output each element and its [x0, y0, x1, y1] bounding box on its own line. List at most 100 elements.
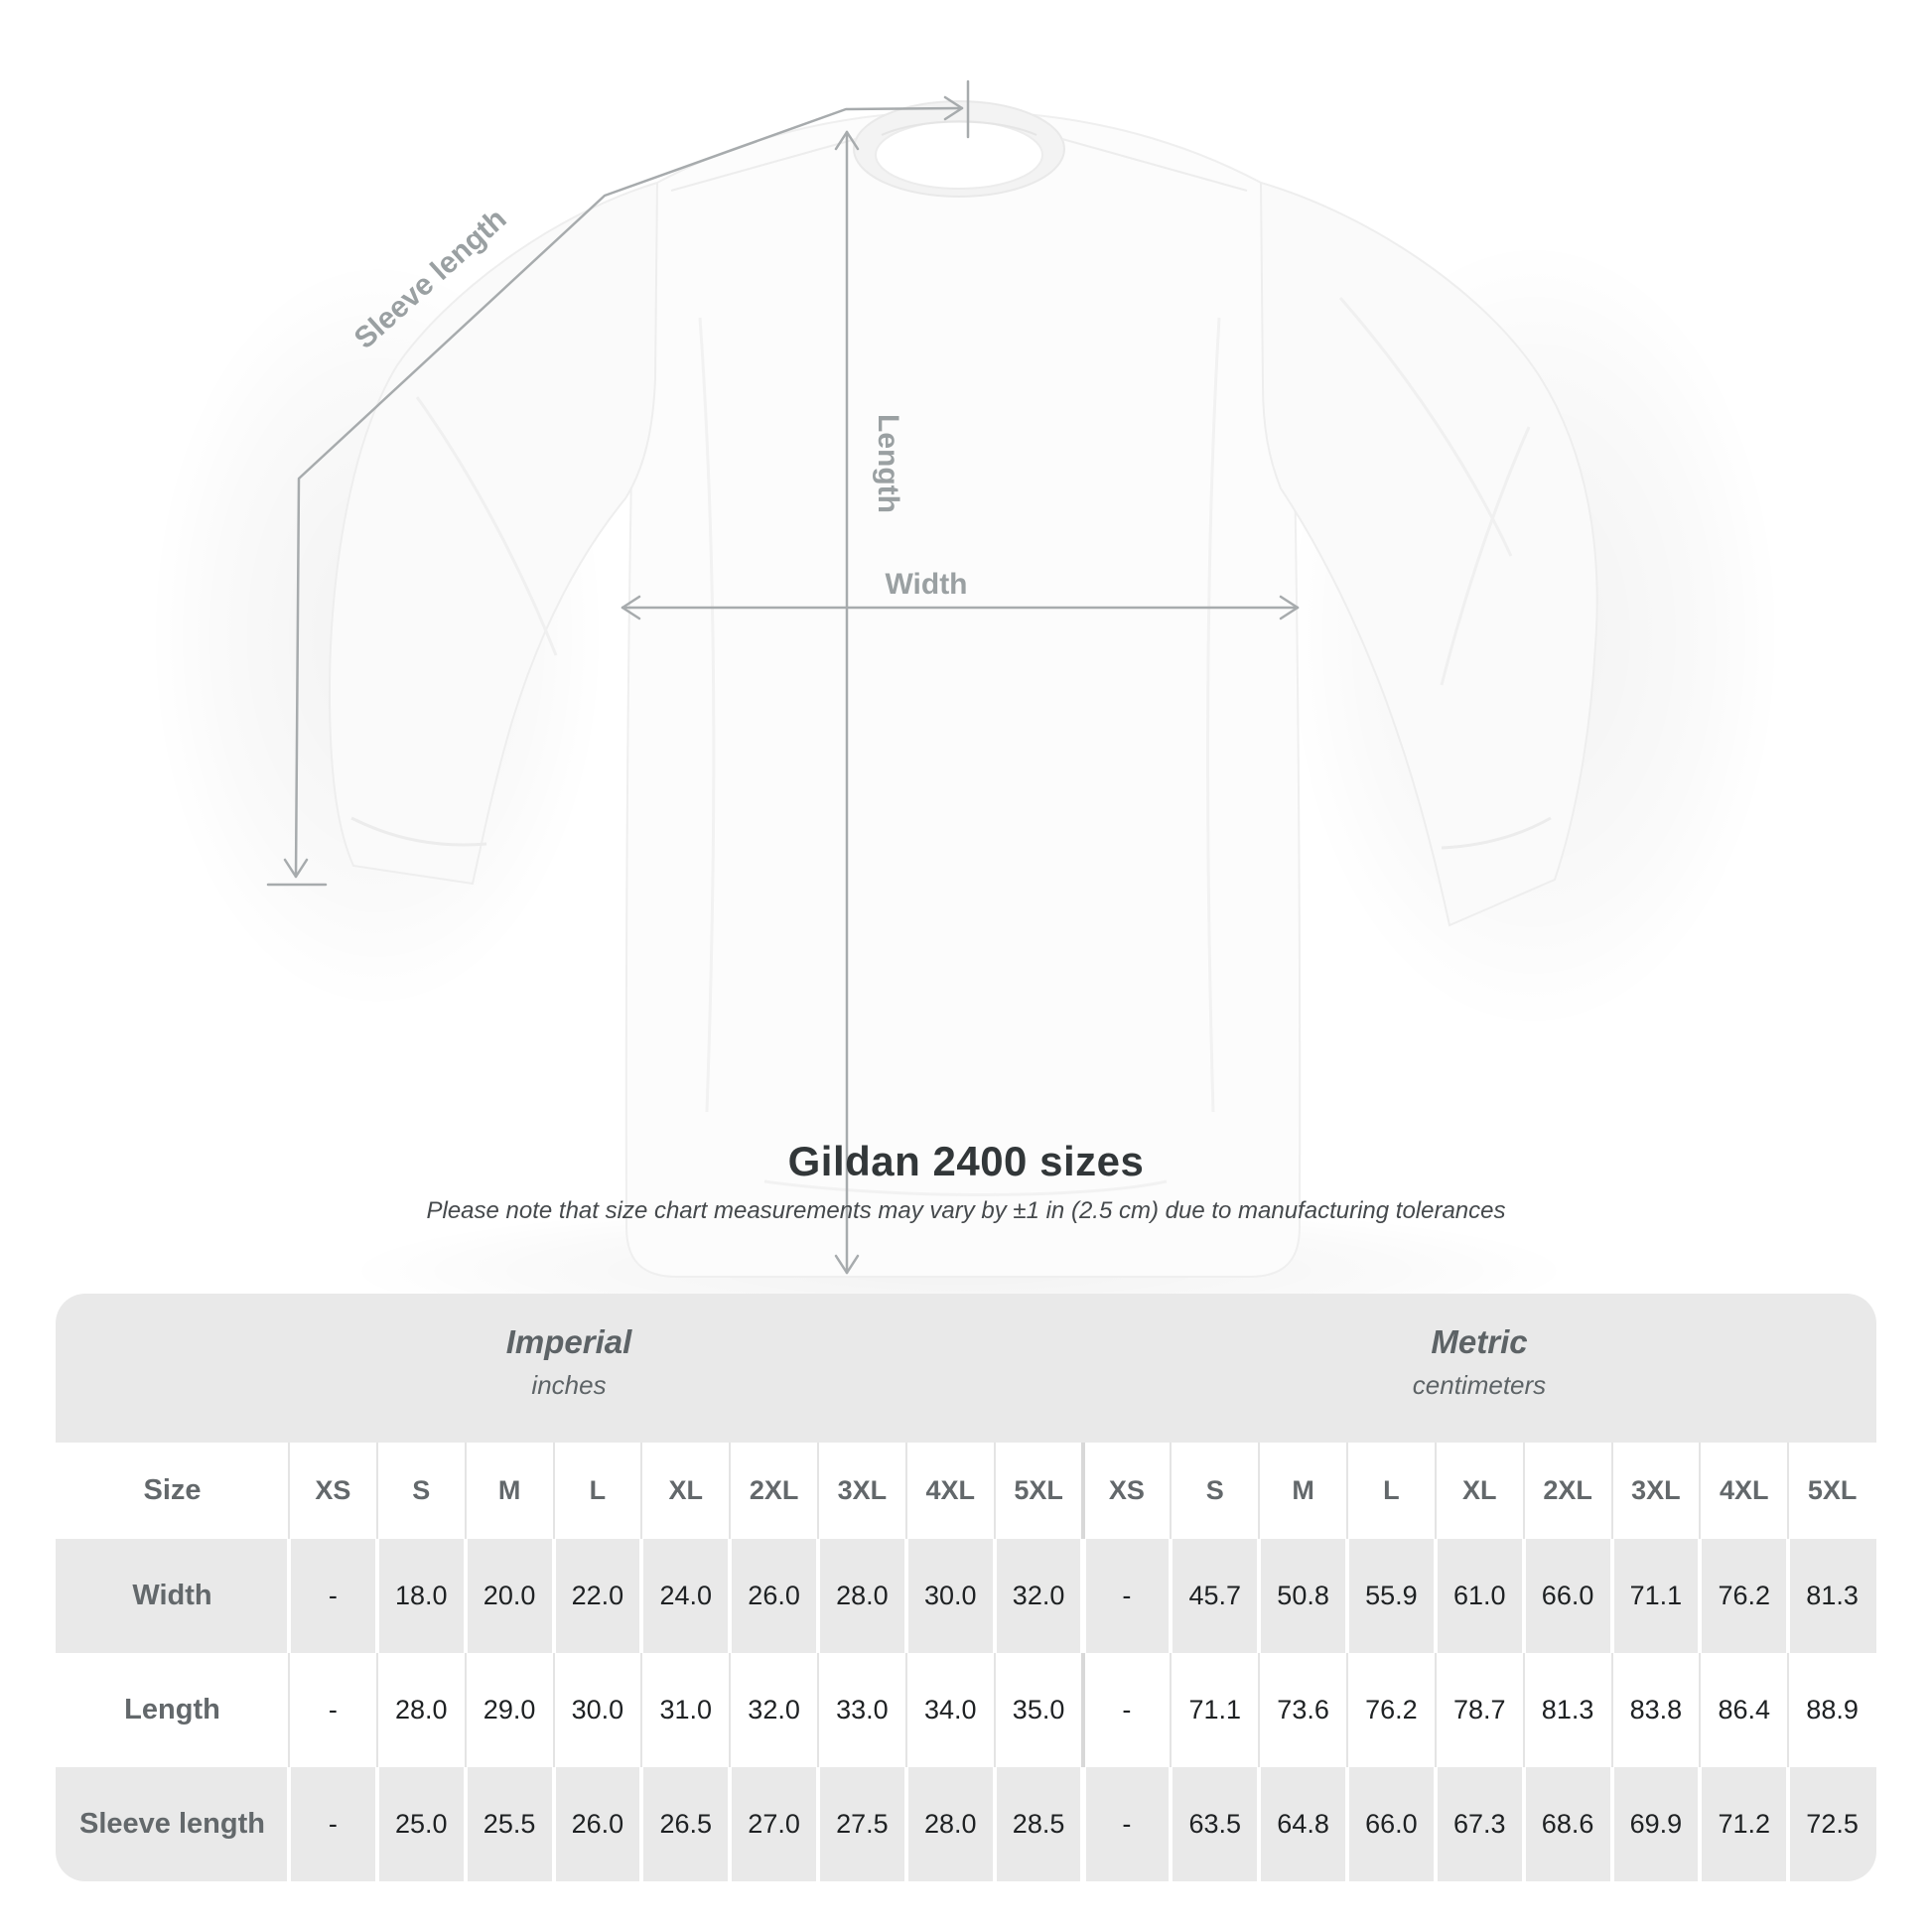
imperial-value: 32.0 — [730, 1653, 819, 1767]
shirt-measurement-diagram: Sleeve length Length Width — [149, 79, 1782, 1320]
imperial-value: 34.0 — [905, 1653, 996, 1767]
imperial-value: 26.0 — [730, 1539, 820, 1653]
imperial-value: 18.0 — [376, 1539, 468, 1653]
size-header-metric-4xl: 4XL — [1700, 1443, 1789, 1539]
size-header-imperial-m: M — [465, 1443, 555, 1539]
imperial-value: 29.0 — [465, 1653, 555, 1767]
size-header-imperial-3xl: 3XL — [818, 1443, 907, 1539]
imperial-value: 33.0 — [818, 1653, 907, 1767]
metric-value: 71.1 — [1611, 1539, 1703, 1653]
size-header-imperial-s: S — [376, 1443, 467, 1539]
size-header-metric-m: M — [1259, 1443, 1348, 1539]
metric-value: 55.9 — [1347, 1539, 1438, 1653]
imperial-value: 27.0 — [730, 1767, 820, 1881]
metric-value: 68.6 — [1523, 1767, 1614, 1881]
metric-value: 83.8 — [1611, 1653, 1702, 1767]
size-header-metric-xl: XL — [1435, 1443, 1525, 1539]
metric-value: 67.3 — [1435, 1767, 1526, 1881]
imperial-value: - — [289, 1767, 379, 1881]
page-title: Gildan 2400 sizes — [787, 1138, 1145, 1184]
size-header-metric-l: L — [1347, 1443, 1437, 1539]
imperial-unit: inches — [531, 1370, 607, 1400]
metric-value: 66.0 — [1347, 1767, 1438, 1881]
shirt-body — [624, 109, 1302, 1278]
metric-value: 63.5 — [1171, 1767, 1261, 1881]
right-sleeve-folds — [1338, 297, 1531, 686]
measurement-lines — [266, 79, 1300, 1275]
metric-value: - — [1082, 1767, 1173, 1881]
metric-value: 76.2 — [1347, 1653, 1437, 1767]
row-label: Sleeve length — [56, 1767, 291, 1881]
metric-value: 76.2 — [1700, 1539, 1790, 1653]
size-column-header: Size — [56, 1443, 290, 1539]
shirt-collar — [670, 100, 1248, 198]
metric-value: 45.7 — [1171, 1539, 1261, 1653]
size-header-imperial-5xl: 5XL — [994, 1443, 1085, 1539]
size-table-card: Imperial inches Metric centimeters Size X… — [56, 1294, 1876, 1881]
metric-value: 66.0 — [1523, 1539, 1614, 1653]
metric-value: 78.7 — [1435, 1653, 1525, 1767]
imperial-value: 28.0 — [376, 1653, 467, 1767]
imperial-value: 20.0 — [465, 1539, 556, 1653]
imperial-value: 26.0 — [553, 1767, 644, 1881]
row-label: Length — [56, 1653, 290, 1767]
size-header-imperial-l: L — [553, 1443, 643, 1539]
shirt-right-sleeve — [1259, 181, 1598, 927]
length-label: Length — [872, 414, 904, 513]
imperial-value: 35.0 — [994, 1653, 1085, 1767]
size-header-imperial-xs: XS — [289, 1443, 378, 1539]
metric-value: 81.3 — [1523, 1653, 1613, 1767]
left-sleeve-fold — [415, 396, 558, 656]
imperial-value: 22.0 — [553, 1539, 644, 1653]
imperial-value: 27.5 — [818, 1767, 908, 1881]
metric-value: 73.6 — [1259, 1653, 1348, 1767]
page-subtitle: Please note that size chart measurements… — [426, 1197, 1506, 1224]
right-cuff-seam — [1441, 816, 1552, 850]
imperial-value: 25.0 — [376, 1767, 468, 1881]
imperial-value: 24.0 — [641, 1539, 732, 1653]
unit-header-band: Imperial inches Metric centimeters — [56, 1294, 1876, 1443]
imperial-value: 28.0 — [818, 1539, 908, 1653]
metric-label: Metric — [1431, 1323, 1528, 1360]
imperial-value: 30.0 — [905, 1539, 997, 1653]
imperial-unit-header: Imperial inches — [56, 1294, 1082, 1443]
metric-value: 81.3 — [1788, 1539, 1876, 1653]
size-header-imperial-4xl: 4XL — [905, 1443, 996, 1539]
size-grid: Size XS S M L XL 2XL 3XL 4XL 5XL XS S M L XL 2XL 3XL 4XL 5… — [56, 1443, 1876, 1881]
imperial-value: 25.5 — [465, 1767, 556, 1881]
row-label: Width — [56, 1539, 291, 1653]
imperial-label: Imperial — [505, 1323, 632, 1360]
imperial-value: - — [289, 1539, 379, 1653]
metric-value: - — [1082, 1539, 1173, 1653]
shirt-left-sleeve — [328, 181, 659, 886]
metric-value: 69.9 — [1611, 1767, 1703, 1881]
metric-value: 86.4 — [1700, 1653, 1789, 1767]
imperial-value: 26.5 — [641, 1767, 732, 1881]
sleeve-length-arrow — [294, 106, 964, 879]
metric-value: 71.2 — [1700, 1767, 1790, 1881]
metric-value: 61.0 — [1435, 1539, 1526, 1653]
metric-value: 71.1 — [1171, 1653, 1260, 1767]
metric-value: - — [1082, 1653, 1173, 1767]
imperial-value: 28.5 — [994, 1767, 1086, 1881]
imperial-value: - — [289, 1653, 378, 1767]
metric-value: 50.8 — [1259, 1539, 1349, 1653]
left-cuff-seam — [350, 816, 487, 847]
size-header-metric-s: S — [1171, 1443, 1260, 1539]
size-header-imperial-2xl: 2XL — [730, 1443, 819, 1539]
width-label: Width — [885, 568, 967, 601]
size-header-imperial-xl: XL — [641, 1443, 731, 1539]
imperial-value: 31.0 — [641, 1653, 731, 1767]
metric-value: 64.8 — [1259, 1767, 1349, 1881]
metric-unit: centimeters — [1412, 1370, 1547, 1400]
metric-value: 72.5 — [1788, 1767, 1876, 1881]
imperial-value: 32.0 — [994, 1539, 1086, 1653]
imperial-value: 28.0 — [905, 1767, 997, 1881]
body-fold-lines — [698, 317, 1221, 1196]
imperial-value: 30.0 — [553, 1653, 643, 1767]
size-header-metric-3xl: 3XL — [1611, 1443, 1702, 1539]
size-header-metric-5xl: 5XL — [1788, 1443, 1876, 1539]
metric-value: 88.9 — [1788, 1653, 1876, 1767]
size-header-metric-2xl: 2XL — [1523, 1443, 1613, 1539]
